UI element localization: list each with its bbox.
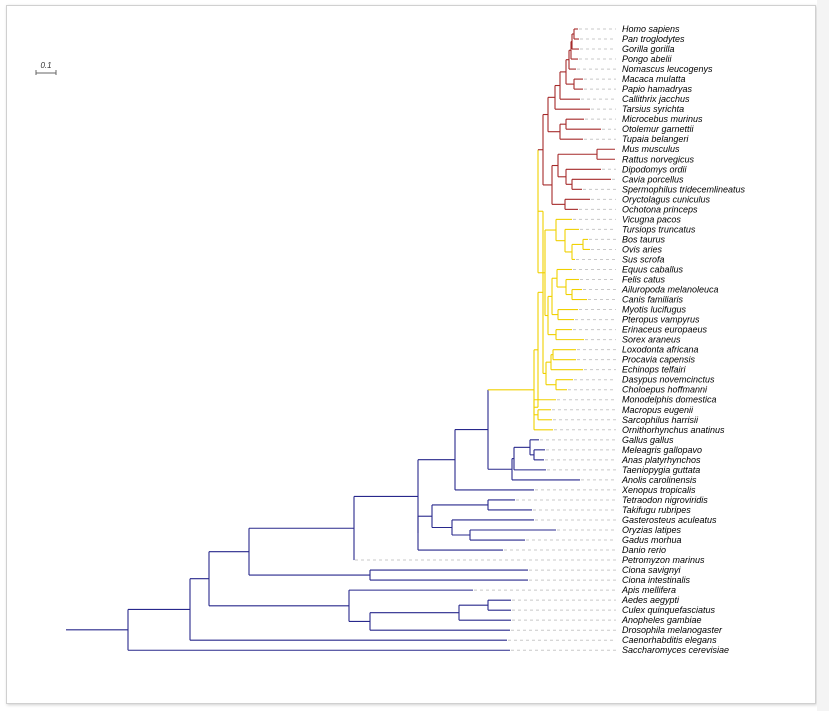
leaf-label: Mus musculus xyxy=(622,144,680,154)
leaf-label: Caenorhabditis elegans xyxy=(622,635,717,645)
leaf-label: Ochotona princeps xyxy=(622,204,698,214)
leaf-label: Aedes aegypti xyxy=(621,595,680,605)
leaf-label: Culex quinquefasciatus xyxy=(622,605,716,615)
leaf-label: Dipodomys ordii xyxy=(622,164,688,174)
leaf-label: Gasterosteus aculeatus xyxy=(622,515,717,525)
leaf-label: Gorilla gorilla xyxy=(622,44,675,54)
leaf-label: Pteropus vampyrus xyxy=(622,315,700,325)
leaf-label: Taeniopygia guttata xyxy=(622,465,700,475)
leaf-label: Danio rerio xyxy=(622,545,666,555)
leaf-label: Myotis lucifugus xyxy=(622,305,687,315)
leaf-label: Pan troglodytes xyxy=(622,34,685,44)
leaf-label: Macaca mulatta xyxy=(622,74,686,84)
leaf-label: Gallus gallus xyxy=(622,435,674,445)
leaf-label: Erinaceus europaeus xyxy=(622,325,708,335)
leaf-label: Anopheles gambiae xyxy=(621,615,702,625)
leaf-label: Tursiops truncatus xyxy=(622,224,696,234)
scale-bar: 0.1 xyxy=(35,61,57,75)
leaf-label: Tupaia belangeri xyxy=(622,134,689,144)
leaf-label: Tetraodon nigroviridis xyxy=(622,495,708,505)
leaf-label: Petromyzon marinus xyxy=(622,555,705,565)
leaf-label: Echinops telfairi xyxy=(622,365,687,375)
leaf-label: Anas platyrhynchos xyxy=(621,455,701,465)
scale-bar-label: 0.1 xyxy=(40,61,51,70)
tree-branches xyxy=(66,28,615,651)
leaf-label: Apis mellifera xyxy=(621,585,676,595)
window-edge xyxy=(817,0,829,711)
leaf-label: Rattus norvegicus xyxy=(622,154,695,164)
leaf-label: Oryzias latipes xyxy=(622,525,682,535)
leaf-label: Equus caballus xyxy=(622,264,684,274)
leaf-label: Gadus morhua xyxy=(622,535,682,545)
leaf-label: Anolis carolinensis xyxy=(621,475,697,485)
leaf-label: Vicugna pacos xyxy=(622,214,681,224)
leaf-label: Nomascus leucogenys xyxy=(622,64,713,74)
leaf-label: Loxodonta africana xyxy=(622,345,699,355)
leaf-label: Pongo abelii xyxy=(622,54,673,64)
tree-panel xyxy=(6,5,816,704)
leaf-label: Sus scrofa xyxy=(622,254,665,264)
leaf-label: Spermophilus tridecemlineatus xyxy=(622,184,746,194)
leaf-label: Xenopus tropicalis xyxy=(621,485,696,495)
leaf-label: Callithrix jacchus xyxy=(622,94,690,104)
leaf-label: Ailuropoda melanoleuca xyxy=(621,285,719,295)
leaf-label: Sorex araneus xyxy=(622,335,681,345)
leaf-label: Papio hamadryas xyxy=(622,84,693,94)
leaf-label: Oryctolagus cuniculus xyxy=(622,194,711,204)
leaf-label: Microcebus murinus xyxy=(622,114,703,124)
leaf-guide-lines xyxy=(355,28,616,651)
leaf-label: Drosophila melanogaster xyxy=(622,625,723,635)
leaf-label: Procavia capensis xyxy=(622,355,696,365)
leaf-label: Takifugu rubripes xyxy=(622,505,691,515)
leaf-label: Meleagris gallopavo xyxy=(622,445,702,455)
leaf-label: Tarsius syrichta xyxy=(622,104,684,114)
leaf-label: Otolemur garnettii xyxy=(622,124,695,134)
leaf-label: Ornithorhynchus anatinus xyxy=(622,425,725,435)
leaf-label: Ovis aries xyxy=(622,244,663,254)
leaf-label: Dasypus novemcinctus xyxy=(622,375,715,385)
leaf-label: Choloepus hoffmanni xyxy=(622,385,708,395)
leaf-label: Ciona intestinalis xyxy=(622,575,691,585)
leaf-label: Bos taurus xyxy=(622,234,666,244)
leaf-label: Canis familiaris xyxy=(622,295,684,305)
leaf-label: Felis catus xyxy=(622,275,666,285)
leaf-label: Sarcophilus harrisii xyxy=(622,415,699,425)
leaf-label: Ciona savignyi xyxy=(622,565,682,575)
leaf-label: Macropus eugenii xyxy=(622,405,694,415)
leaf-label: Saccharomyces cerevisiae xyxy=(622,645,729,655)
leaf-label: Cavia porcellus xyxy=(622,174,684,184)
leaf-label: Monodelphis domestica xyxy=(622,395,717,405)
leaf-label: Homo sapiens xyxy=(622,24,680,34)
